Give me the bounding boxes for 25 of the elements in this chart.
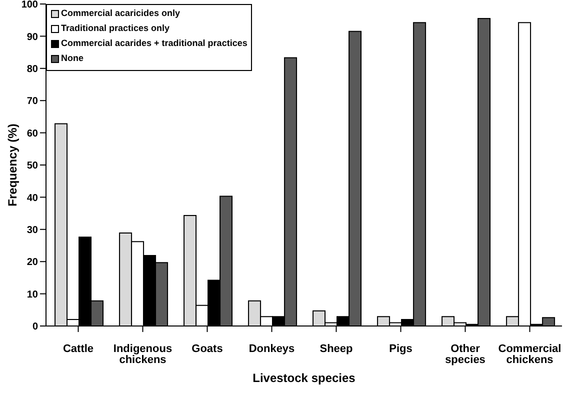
legend-label: Commercial acarides + traditional practices (61, 38, 248, 49)
y-tick-label: 0 (32, 322, 38, 333)
y-tick-label: 40 (26, 192, 38, 204)
x-tick-label: Sheep (320, 342, 354, 355)
y-axis-title: Frequency (%) (5, 124, 20, 206)
y-tick-label: 100 (21, 0, 38, 11)
legend-label: None (61, 53, 84, 64)
y-tick-label: 50 (26, 160, 38, 172)
y-tick-label: 70 (26, 96, 38, 108)
x-tick-label: Indigenous chickens (113, 342, 172, 366)
x-axis-title: Livestock species (252, 371, 356, 385)
legend-label: Commercial acaricides only (61, 8, 180, 19)
legend-label: Traditional practices only (61, 23, 170, 34)
y-tick-label: 30 (26, 224, 38, 236)
x-tick-label: Other species (445, 342, 486, 366)
x-tick-label: Goats (192, 342, 223, 355)
y-tick-label: 10 (26, 289, 38, 300)
y-tick-label: 90 (26, 32, 38, 43)
x-tick-label: Commercial chickens (498, 342, 562, 366)
x-tick-label: Donkeys (248, 342, 295, 355)
y-tick-label: 80 (26, 64, 38, 75)
x-tick-label: Pigs (389, 342, 412, 355)
x-tick-label: Cattle (62, 342, 94, 355)
y-tick-label: 20 (26, 257, 38, 268)
y-tick-label: 60 (26, 128, 38, 140)
